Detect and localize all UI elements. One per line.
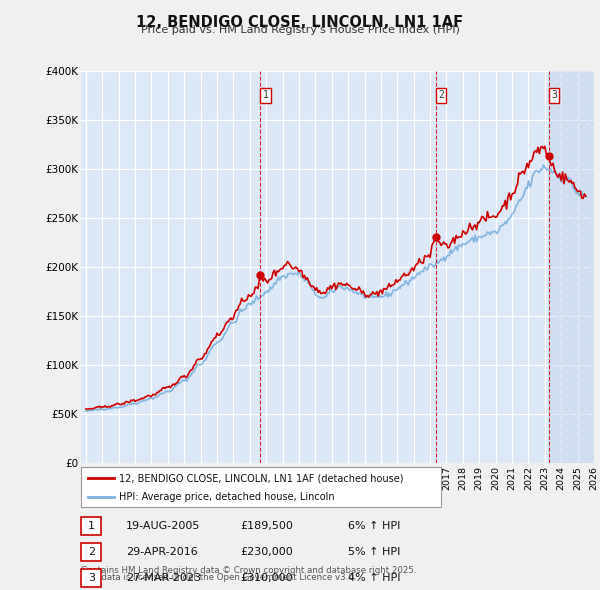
Text: 6% ↑ HPI: 6% ↑ HPI [348, 522, 400, 531]
Text: 2: 2 [438, 90, 444, 100]
Text: 19-AUG-2005: 19-AUG-2005 [126, 522, 200, 531]
Text: 3: 3 [88, 573, 95, 583]
Text: Contains HM Land Registry data © Crown copyright and database right 2025.: Contains HM Land Registry data © Crown c… [81, 566, 416, 575]
Text: 27-MAR-2023: 27-MAR-2023 [126, 573, 201, 583]
Text: 1: 1 [88, 522, 95, 531]
Text: 12, BENDIGO CLOSE, LINCOLN, LN1 1AF (detached house): 12, BENDIGO CLOSE, LINCOLN, LN1 1AF (det… [119, 473, 403, 483]
Text: 2: 2 [88, 548, 95, 557]
Text: £310,000: £310,000 [240, 573, 293, 583]
Bar [548, 71, 594, 463]
Text: £189,500: £189,500 [240, 522, 293, 531]
Text: 1: 1 [263, 90, 268, 100]
Text: 4% ↑ HPI: 4% ↑ HPI [348, 573, 401, 583]
Text: 5% ↑ HPI: 5% ↑ HPI [348, 548, 400, 557]
Text: This data is licensed under the Open Government Licence v3.0.: This data is licensed under the Open Gov… [81, 573, 356, 582]
Text: HPI: Average price, detached house, Lincoln: HPI: Average price, detached house, Linc… [119, 491, 334, 502]
Text: 29-APR-2016: 29-APR-2016 [126, 548, 198, 557]
Text: 12, BENDIGO CLOSE, LINCOLN, LN1 1AF: 12, BENDIGO CLOSE, LINCOLN, LN1 1AF [136, 15, 464, 30]
Text: Price paid vs. HM Land Registry's House Price Index (HPI): Price paid vs. HM Land Registry's House … [140, 25, 460, 35]
Text: 3: 3 [551, 90, 557, 100]
Text: £230,000: £230,000 [240, 548, 293, 557]
